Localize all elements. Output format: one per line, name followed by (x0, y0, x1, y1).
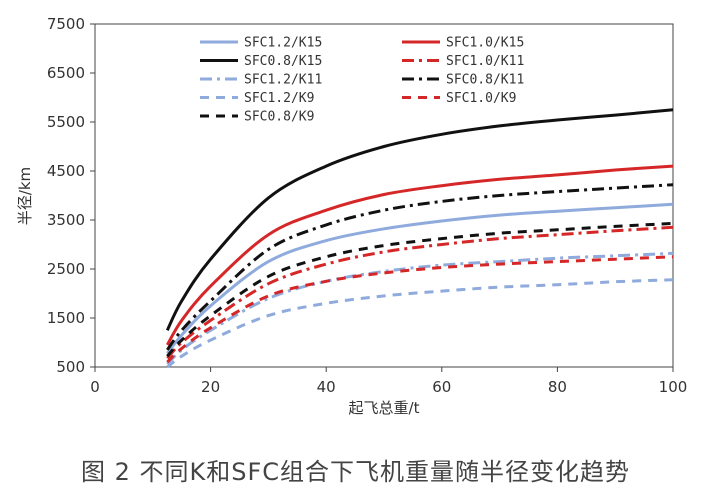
series-line-sfc1-0-k15 (166, 164, 674, 346)
plot-frame (94, 23, 674, 368)
series-lines (165, 108, 674, 369)
legend-label: SFC1.0/K9 (446, 91, 516, 106)
x-axis-label: 起飞总重/t (349, 399, 420, 417)
legend-label: SFC1.2/K9 (244, 91, 314, 106)
y-tick-label: 3500 (47, 211, 85, 229)
legend-label: SFC1.0/K11 (446, 54, 524, 69)
legend-label: SFC0.8/K15 (244, 54, 322, 69)
legend-label: SFC1.2/K15 (244, 36, 322, 51)
y-axis-label: 半径/km (16, 167, 34, 225)
x-axis-ticks: 0 20 40 60 80 100 (90, 367, 687, 396)
legend: SFC1.2/K15 SFC1.0/K15 SFC0.8/K15 SFC1.0/K11… (200, 36, 524, 125)
y-tick-label: 1500 (47, 309, 85, 327)
x-tick-label: 0 (90, 378, 100, 396)
series-line-sfc1-2-k15 (166, 202, 674, 355)
y-tick-label: 7500 (47, 15, 85, 33)
series-line-sfc1-2-k11 (166, 251, 674, 366)
x-tick-label: 40 (317, 378, 336, 396)
x-tick-label: 100 (659, 378, 688, 396)
y-tick-label: 2500 (47, 260, 85, 278)
legend-label: SFC0.8/K11 (446, 73, 524, 88)
series-line-sfc0-8-k9 (166, 221, 674, 358)
series-line-sfc1-2-k9 (166, 278, 674, 369)
series-line-sfc0-8-k11 (166, 183, 674, 351)
legend-label: SFC1.2/K11 (244, 73, 322, 88)
y-tick-label: 4500 (47, 162, 85, 180)
legend-label: SFC1.0/K15 (446, 36, 524, 51)
y-axis-ticks: 500 1500 2500 3500 4500 5500 6500 7500 (47, 15, 95, 376)
x-tick-label: 80 (548, 378, 567, 396)
x-tick-label: 60 (432, 378, 451, 396)
series-line-sfc0-8-k15 (165, 108, 674, 331)
y-tick-label: 6500 (47, 64, 85, 82)
y-tick-label: 5500 (47, 113, 85, 131)
x-tick-label: 20 (201, 378, 220, 396)
series-line-sfc1-0-k11 (166, 225, 674, 360)
radius-vs-weight-chart: 500 1500 2500 3500 4500 5500 6500 7500 0 20 40 60 8… (16, 15, 687, 417)
y-tick-label: 500 (56, 358, 85, 376)
legend-label: SFC0.8/K9 (244, 110, 314, 125)
figure-caption: 图 2 不同K和SFC组合下飞机重量随半径变化趋势 (80, 458, 631, 486)
